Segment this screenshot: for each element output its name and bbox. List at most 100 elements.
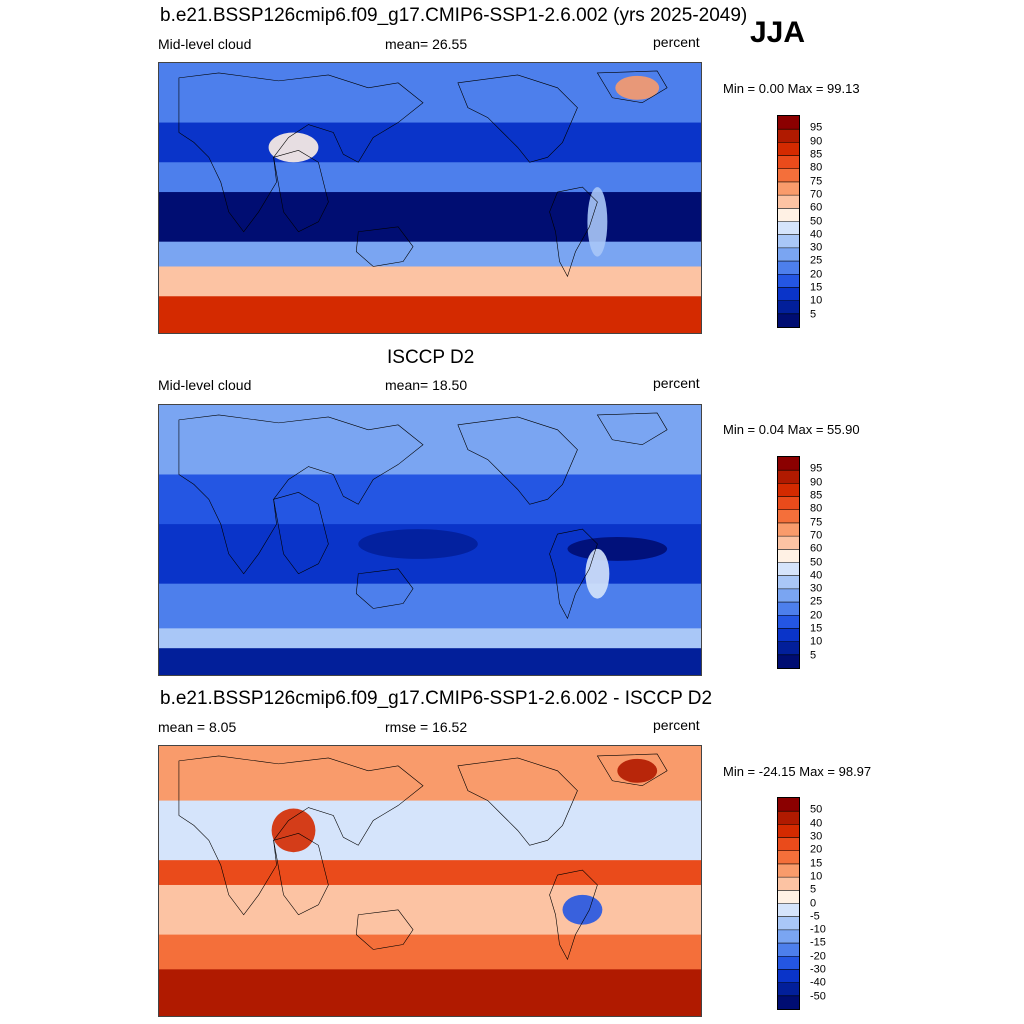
colorbar-swatch: [778, 274, 799, 288]
colorbar-tick-label: 20: [810, 843, 823, 856]
colorbar-tick-label: 75: [810, 175, 823, 188]
colorbar-tick-label: 90: [810, 476, 823, 489]
colorbar: [777, 797, 800, 1010]
colorbar-tick-label: -15: [810, 936, 826, 949]
panel-title: b.e21.BSSP126cmip6.f09_g17.CMIP6-SSP1-2.…: [160, 688, 713, 709]
colorbar-tick-label: 60: [810, 542, 823, 555]
colorbar-labels: 95 90 85 80 75 70 60 50 40 30 25 20 15 10 5: [810, 456, 860, 669]
colorbar-swatch: [778, 628, 799, 643]
colorbar-tick-label: -30: [810, 963, 826, 976]
colorbar-tick-label: 30: [810, 830, 823, 843]
minmax-label: Min = 0.04 Max = 55.90: [723, 422, 860, 437]
colorbar-swatch: [778, 181, 799, 196]
mean-label: mean = 8.05: [158, 719, 237, 735]
colorbar-swatch: [778, 287, 799, 302]
colorbar-tick-label: -40: [810, 976, 826, 989]
units-label: percent: [653, 34, 700, 50]
units-label: percent: [653, 717, 700, 733]
colorbar-swatch: [778, 850, 799, 865]
colorbar-tick-label: 80: [810, 502, 823, 515]
minmax-label: Min = 0.00 Max = 99.13: [723, 81, 860, 96]
colorbar-swatch: [778, 824, 799, 838]
colorbar-swatch: [778, 221, 799, 236]
colorbar-labels: 95 90 85 80 75 70 60 50 40 30 25 20 15 10 5: [810, 115, 860, 328]
colorbar-swatch: [778, 969, 799, 984]
panel-title: b.e21.BSSP126cmip6.f09_g17.CMIP6-SSP1-2.…: [160, 5, 748, 26]
colorbar-swatch: [778, 509, 799, 524]
colorbar-tick-label: 10: [810, 635, 823, 648]
colorbar-tick-label: -10: [810, 923, 826, 936]
map-canvas: [159, 405, 701, 675]
rmse-label: rmse = 16.52: [385, 719, 468, 735]
season-label: JJA: [750, 16, 806, 49]
colorbar-tick-label: 60: [810, 201, 823, 214]
colorbar-swatch: [778, 837, 799, 852]
colorbar-tick-label: 30: [810, 582, 823, 595]
colorbar-swatch: [778, 195, 799, 209]
mean-label: mean= 18.50: [385, 377, 468, 393]
colorbar-swatch: [778, 549, 799, 563]
map-canvas: [159, 63, 701, 333]
colorbar-labels: 50 40 30 20 15 10 5 0 -5 -10 -15 -20 -30 -40 -50: [810, 797, 860, 1010]
colorbar-tick-label: 5: [810, 883, 817, 896]
colorbar: [777, 115, 800, 328]
colorbar-swatch: [778, 208, 799, 222]
colorbar-swatch: [778, 903, 799, 918]
colorbar-swatch: [778, 116, 799, 130]
colorbar-tick-label: -5: [810, 910, 820, 923]
colorbar-swatch: [778, 641, 799, 656]
map-plot: [158, 745, 702, 1017]
colorbar-tick-label: 50: [810, 803, 823, 816]
colorbar-swatch: [778, 602, 799, 616]
colorbar-tick-label: 15: [810, 857, 823, 870]
colorbar-tick-label: 95: [810, 121, 823, 134]
colorbar-swatch: [778, 863, 799, 878]
colorbar-tick-label: 95: [810, 462, 823, 475]
colorbar-tick-label: 5: [810, 649, 817, 662]
colorbar-swatch: [778, 261, 799, 275]
colorbar-swatch: [778, 995, 799, 1009]
variable-label: Mid-level cloud: [158, 36, 252, 52]
colorbar-tick-label: -50: [810, 990, 826, 1003]
colorbar-swatch: [778, 877, 799, 891]
map-plot: [158, 62, 702, 334]
colorbar-swatch: [778, 798, 799, 812]
colorbar-tick-label: 80: [810, 161, 823, 174]
colorbar-swatch: [778, 929, 799, 944]
colorbar-swatch: [778, 496, 799, 511]
colorbar-swatch: [778, 155, 799, 170]
colorbar-tick-label: -20: [810, 950, 826, 963]
units-label: percent: [653, 375, 700, 391]
colorbar: [777, 456, 800, 669]
colorbar-swatch: [778, 615, 799, 629]
panel-title: ISCCP D2: [387, 347, 475, 368]
colorbar-tick-label: 25: [810, 595, 823, 608]
colorbar-tick-label: 20: [810, 609, 823, 622]
colorbar-tick-label: 70: [810, 529, 823, 542]
colorbar-tick-label: 15: [810, 622, 823, 635]
colorbar-swatch: [778, 313, 799, 327]
colorbar-tick-label: 40: [810, 817, 823, 830]
colorbar-swatch: [778, 300, 799, 315]
colorbar-tick-label: 5: [810, 308, 817, 321]
colorbar-swatch: [778, 247, 799, 262]
colorbar-tick-label: 40: [810, 569, 823, 582]
colorbar-swatch: [778, 483, 799, 497]
colorbar-tick-label: 40: [810, 228, 823, 241]
colorbar-tick-label: 75: [810, 516, 823, 529]
colorbar-tick-label: 0: [810, 897, 817, 909]
colorbar-tick-label: 85: [810, 489, 823, 502]
colorbar-tick-label: 50: [810, 215, 823, 227]
colorbar-swatch: [778, 470, 799, 484]
colorbar-swatch: [778, 654, 799, 668]
map-plot: [158, 404, 702, 676]
colorbar-tick-label: 85: [810, 148, 823, 161]
minmax-label: Min = -24.15 Max = 98.97: [723, 764, 872, 779]
colorbar-swatch: [778, 575, 799, 590]
colorbar-swatch: [778, 588, 799, 603]
colorbar-swatch: [778, 234, 799, 249]
map-canvas: [159, 746, 701, 1016]
colorbar-swatch: [778, 890, 799, 904]
colorbar-tick-label: 30: [810, 241, 823, 254]
colorbar-tick-label: 50: [810, 556, 823, 568]
